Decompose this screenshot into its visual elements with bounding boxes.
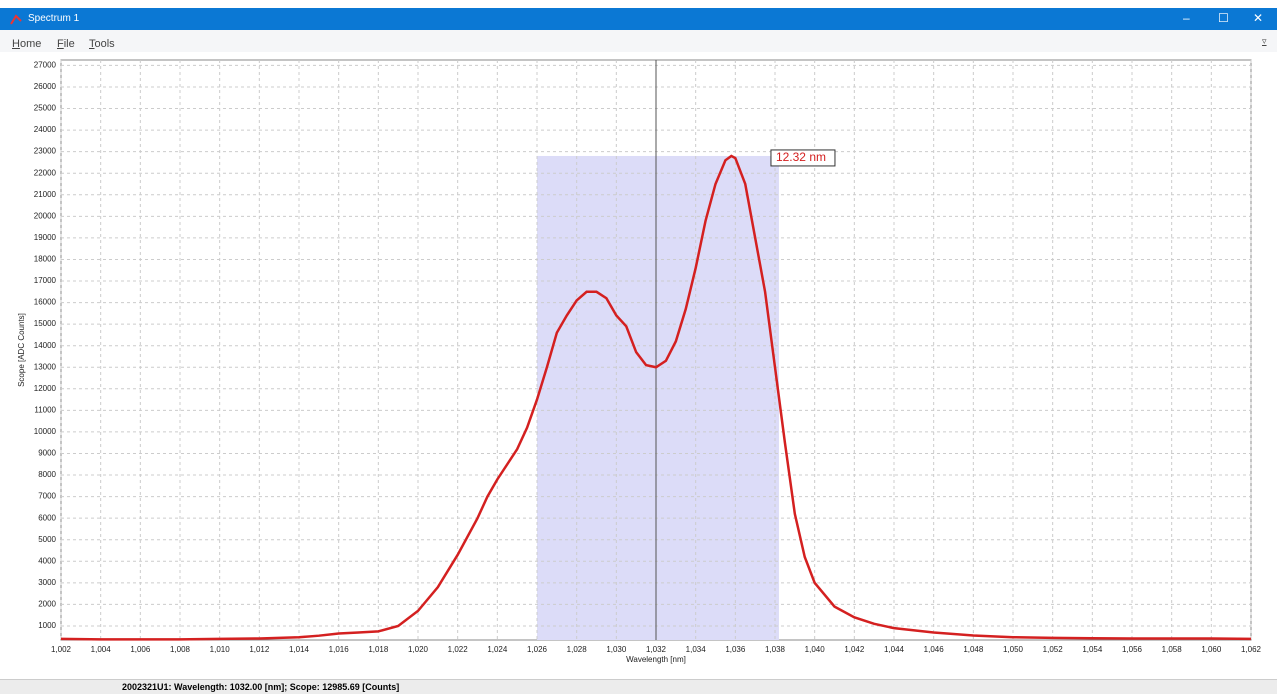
y-tick-label: 5000	[38, 535, 56, 544]
y-tick-label: 3000	[38, 578, 56, 587]
x-tick-label: 1,038	[765, 645, 786, 654]
x-tick-label: 1,056	[1122, 645, 1143, 654]
x-tick-label: 1,062	[1241, 645, 1262, 654]
chart: 1000 2000 3000 4000 5000 6000 7000 8000 9000 1000…	[17, 59, 1262, 664]
y-tick-label: 17000	[34, 276, 57, 285]
x-tick-label: 1,022	[448, 645, 469, 654]
x-tick-label: 1,058	[1162, 645, 1183, 654]
y-tick-label: 10000	[34, 427, 57, 436]
x-tick-label: 1,006	[130, 645, 151, 654]
x-tick-label: 1,050	[1003, 645, 1024, 654]
y-tick-label: 14000	[34, 341, 57, 350]
x-tick-label: 1,010	[210, 645, 231, 654]
x-tick-label: 1,034	[686, 645, 707, 654]
y-tick-label: 23000	[34, 147, 57, 156]
y-tick-label: 22000	[34, 168, 57, 177]
minimize[interactable]: –	[1183, 11, 1190, 25]
x-tick-label: 1,020	[408, 645, 429, 654]
x-tick-label: 1,046	[924, 645, 945, 654]
x-axis-label: Wavelength [nm]	[626, 655, 686, 664]
x-tick-label: 1,028	[567, 645, 588, 654]
app-icon	[10, 14, 22, 25]
y-tick-label: 16000	[34, 298, 57, 307]
y-tick-label: 6000	[38, 513, 56, 522]
x-tick-label: 1,032	[646, 645, 667, 654]
x-tick-label: 1,008	[170, 645, 191, 654]
title-bar: Spectrum 1 – ☐ ✕	[0, 8, 1277, 30]
x-tick-label: 1,012	[249, 645, 270, 654]
menu-item[interactable]: Tools	[89, 38, 115, 50]
y-tick-label: 25000	[34, 104, 57, 113]
x-tick-label: 1,042	[844, 645, 865, 654]
y-tick-label: 20000	[34, 211, 57, 220]
y-tick-label: 7000	[38, 492, 56, 501]
y-tick-label: 4000	[38, 556, 56, 565]
y-tick-label: 19000	[34, 233, 57, 242]
y-tick-label: 24000	[34, 125, 57, 134]
y-tick-label: 12000	[34, 384, 57, 393]
annotation-box	[770, 149, 836, 167]
y-axis-label: Scope [ADC Counts]	[17, 313, 26, 387]
y-tick-label: 18000	[34, 255, 57, 264]
y-tick-label: 21000	[34, 190, 57, 199]
x-tick-label: 1,036	[725, 645, 746, 654]
x-tick-label: 1,044	[884, 645, 905, 654]
maximize[interactable]: ☐	[1218, 11, 1229, 25]
status-text: 2002321U1: Wavelength: 1032.00 [nm]; Sco…	[122, 682, 400, 692]
x-tick-label: 1,048	[963, 645, 984, 654]
x-tick-label: 1,054	[1082, 645, 1103, 654]
y-tick-label: 15000	[34, 319, 57, 328]
y-tick-label: 2000	[38, 600, 56, 609]
y-tick-label: 11000	[34, 405, 56, 414]
status-bar: 2002321U1: Wavelength: 1032.00 [nm]; Sco…	[0, 679, 1277, 694]
x-tick-label: 1,018	[368, 645, 389, 654]
menu-item[interactable]: Home	[12, 38, 42, 50]
menu-bar: Home File Tools ▿	[0, 30, 1277, 52]
x-tick-label: 1,026	[527, 645, 548, 654]
menu-item[interactable]: File	[57, 38, 75, 50]
x-tick-label: 1,016	[329, 645, 350, 654]
x-tick-label: 1,060	[1201, 645, 1222, 654]
y-tick-label: 27000	[34, 60, 57, 69]
y-tick-label: 26000	[34, 82, 57, 91]
y-tick-label: 13000	[34, 362, 57, 371]
x-tick-label: 1,014	[289, 645, 310, 654]
x-tick-label: 1,004	[91, 645, 112, 654]
x-tick-label: 1,002	[51, 645, 72, 654]
x-tick-label: 1,024	[487, 645, 508, 654]
close[interactable]: ✕	[1253, 11, 1264, 25]
x-tick-label: 1,052	[1043, 645, 1064, 654]
y-tick-label: 9000	[38, 449, 56, 458]
expand[interactable]: ▿	[1262, 36, 1267, 46]
annotation: 12.32 nm	[776, 150, 826, 164]
x-tick-label: 1,040	[805, 645, 826, 654]
window-title: Spectrum 1	[28, 13, 80, 24]
x-tick-label: 1,030	[606, 645, 627, 654]
spectrum-line	[60, 154, 1252, 641]
y-tick-label: 1000	[38, 621, 56, 630]
y-tick-label: 8000	[38, 470, 56, 479]
highlight-band	[537, 155, 779, 641]
